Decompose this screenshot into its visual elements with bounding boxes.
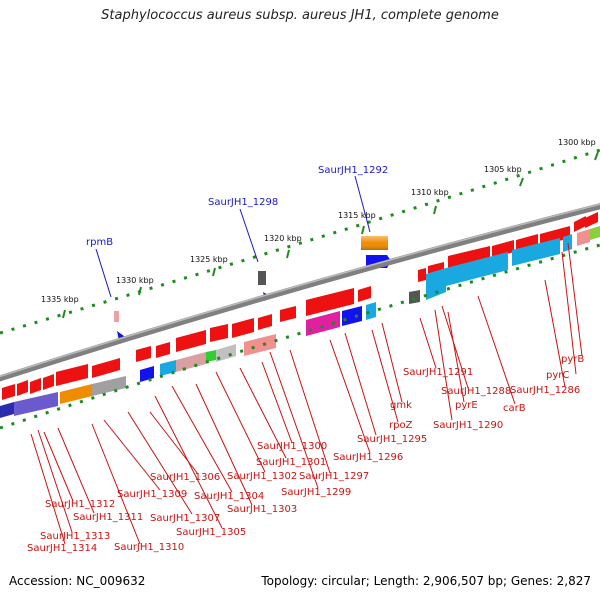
label-saurjh1-1292: SaurJH1_1292	[318, 165, 388, 176]
gene-labels: pyrB pyrC SaurJH1_1286 carB SaurJH1_1288…	[27, 354, 584, 554]
gene-label-saurjh1-1301: SaurJH1_1301	[256, 457, 326, 468]
topology-text: Topology: circular; Length: 2,906,507 bp…	[261, 574, 591, 588]
scale-tick-1330: 1330 kbp	[116, 276, 154, 285]
gene-label-saurjh1-1296: SaurJH1_1296	[333, 452, 403, 463]
gene-label-saurjh1-1312: SaurJH1_1312	[45, 499, 115, 510]
gene-label-pyrc: pyrC	[546, 370, 569, 381]
label-rpmb: rpmB	[86, 237, 113, 248]
gene-label-gmk: gmk	[390, 400, 412, 411]
gene-label-saurjh1-1299: SaurJH1_1299	[281, 487, 351, 498]
gene-label-pyrb: pyrB	[561, 354, 584, 365]
gene-label-saurjh1-1295: SaurJH1_1295	[357, 434, 427, 445]
gene-label-saurjh1-1313: SaurJH1_1313	[40, 531, 110, 542]
gene-label-saurjh1-1309: SaurJH1_1309	[117, 489, 187, 500]
scale-tick-1335: 1335 kbp	[41, 295, 79, 304]
gene-label-saurjh1-1306: SaurJH1_1306	[150, 472, 220, 483]
map-title: Staphylococcus aureus subsp. aureus JH1,…	[101, 8, 499, 23]
gene-label-saurjh1-1286: SaurJH1_1286	[510, 385, 580, 396]
gene-label-saurjh1-1297: SaurJH1_1297	[299, 471, 369, 482]
lower-track	[0, 226, 600, 418]
gene-label-pyre: pyrE	[455, 400, 478, 411]
gene-label-saurjh1-1290: SaurJH1_1290	[433, 420, 503, 431]
scale-tick-1315: 1315 kbp	[338, 211, 376, 220]
scale-tick-1305: 1305 kbp	[484, 165, 522, 174]
gene-label-carb: carB	[503, 403, 526, 414]
gene-label-saurjh1-1303: SaurJH1_1303	[227, 504, 297, 515]
gene-label-saurjh1-1310: SaurJH1_1310	[114, 542, 184, 553]
gene-label-saurjh1-1304: SaurJH1_1304	[194, 491, 264, 502]
gene-label-saurjh1-1314: SaurJH1_1314	[27, 543, 97, 554]
gene-label-rpoz: rpoZ	[389, 420, 413, 431]
scale-tick-1320: 1320 kbp	[264, 234, 302, 243]
gene-label-saurjh1-1291: SaurJH1_1291	[403, 367, 473, 378]
gene-label-saurjh1-1307: SaurJH1_1307	[150, 513, 220, 524]
genome-backbone	[0, 203, 600, 382]
gene-label-saurjh1-1305: SaurJH1_1305	[176, 527, 246, 538]
gene-label-saurjh1-1302: SaurJH1_1302	[227, 471, 297, 482]
scale-tick-1325: 1325 kbp	[190, 255, 228, 264]
label-saurjh1-1298: SaurJH1_1298	[208, 197, 278, 208]
gene-label-saurjh1-1300: SaurJH1_1300	[257, 441, 327, 452]
accession-text: Accession: NC_009632	[9, 574, 146, 588]
leader-lines	[30, 242, 583, 545]
upper-track	[114, 236, 391, 322]
scale-ruler: 1300 kbp 1305 kbp 1310 kbp 1315 kbp 1320…	[0, 138, 600, 335]
gene-arrows	[2, 212, 598, 400]
gene-label-saurjh1-1311: SaurJH1_1311	[73, 512, 143, 523]
gene-label-saurjh1-1288: SaurJH1_1288	[441, 386, 511, 397]
scale-tick-1310: 1310 kbp	[411, 188, 449, 197]
scale-tick-1300: 1300 kbp	[558, 138, 596, 147]
